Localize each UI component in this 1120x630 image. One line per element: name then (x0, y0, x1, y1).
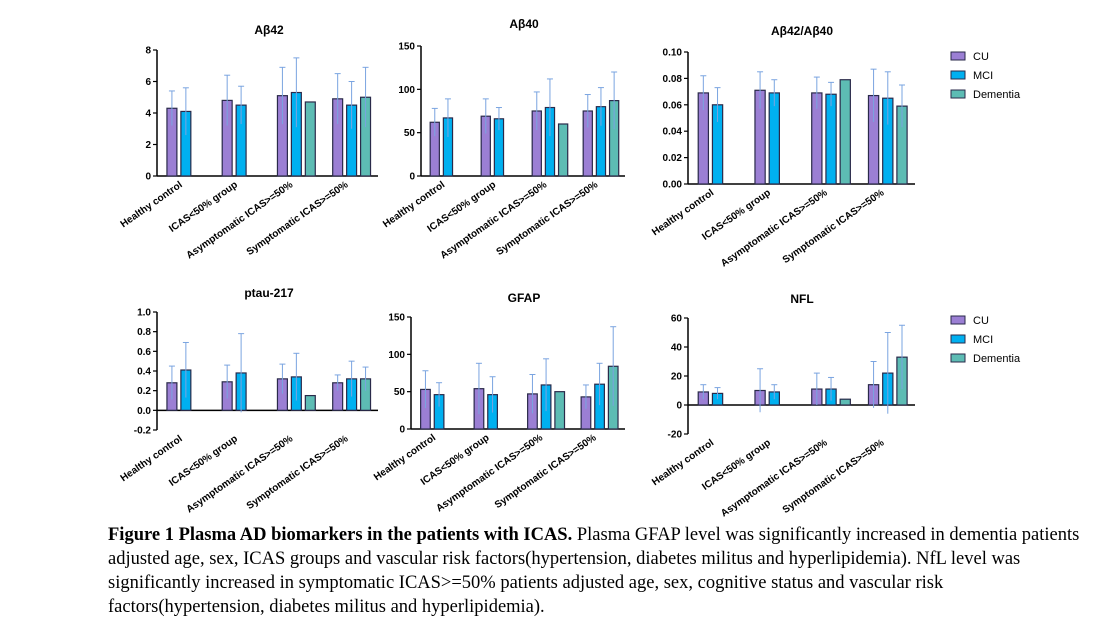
y-tick-label: 0 (409, 172, 415, 183)
bar (768, 92, 780, 185)
y-tick-label: 0.06 (663, 100, 683, 111)
y-tick-label: 0 (145, 172, 151, 183)
y-tick-label: -0.2 (134, 426, 152, 437)
category-label: Symptomatic ICAS>=50% (781, 437, 887, 516)
y-tick-label: 0.04 (663, 127, 683, 138)
legend-swatch (950, 70, 966, 80)
y-tick-label: 0 (399, 425, 405, 436)
y-tick-label: 1.0 (137, 308, 151, 319)
y-tick-label: 60 (671, 314, 683, 325)
y-tick-label: 0.8 (137, 327, 151, 338)
category-label: Asymptomatic ICAS>=50% (185, 433, 296, 515)
category-label: Asymptomatic ICAS>=50% (719, 437, 830, 519)
legend-label: CU (973, 51, 989, 63)
category-label: Symptomatic ICAS>=50% (495, 179, 601, 258)
category-label: Symptomatic ICAS>=50% (245, 179, 351, 258)
chart-title: Aβ42 (254, 23, 284, 37)
bar (557, 123, 569, 177)
chart-title: GFAP (508, 291, 541, 305)
caption-title: Figure 1 Plasma AD biomarkers in the pat… (108, 525, 573, 545)
y-tick-label: -20 (668, 430, 683, 441)
y-tick-label: 50 (404, 128, 416, 139)
legend-swatch (950, 315, 966, 325)
y-tick-label: 8 (145, 46, 151, 57)
chart-title: Aβ42/Aβ40 (771, 24, 833, 38)
y-tick-label: 0.2 (137, 386, 151, 397)
y-tick-label: 0.6 (137, 347, 151, 358)
bar (304, 394, 316, 411)
category-label: Symptomatic ICAS>=50% (493, 432, 599, 511)
y-tick-label: 100 (398, 85, 415, 96)
bar (839, 398, 851, 406)
bar (304, 101, 316, 177)
y-tick-label: 0.08 (663, 74, 683, 85)
category-label: Asymptomatic ICAS>=50% (434, 432, 545, 514)
y-tick-label: 0.10 (663, 48, 683, 59)
y-tick-label: 150 (398, 42, 415, 53)
legend-swatch (950, 353, 966, 363)
y-tick-label: 0.0 (137, 406, 151, 417)
legend-label: MCI (973, 70, 993, 82)
legend-swatch (950, 89, 966, 99)
y-tick-label: 50 (394, 387, 406, 398)
category-label: Asymptomatic ICAS>=50% (719, 187, 830, 269)
category-label: Symptomatic ICAS>=50% (245, 433, 351, 512)
bar (839, 79, 851, 185)
legend-swatch (950, 334, 966, 344)
figure-caption: Figure 1 Plasma AD biomarkers in the pat… (108, 523, 1098, 619)
legend-label: Dementia (973, 353, 1021, 365)
y-tick-label: 20 (671, 372, 683, 383)
y-tick-label: 40 (671, 343, 683, 354)
category-label: Symptomatic ICAS>=50% (781, 187, 887, 266)
legend-label: Dementia (973, 89, 1021, 101)
bar (825, 93, 837, 185)
y-tick-label: 100 (388, 350, 405, 361)
category-label: Asymptomatic ICAS>=50% (185, 179, 296, 261)
chart-title: Aβ40 (509, 17, 539, 31)
legend-label: MCI (973, 334, 993, 346)
y-tick-label: 6 (145, 77, 151, 88)
caption-body: Plasma GFAP level was significantly incr… (108, 525, 1080, 617)
chart-title: NFL (790, 292, 813, 306)
y-tick-label: 0.02 (663, 153, 683, 164)
bar (554, 391, 566, 430)
y-tick-label: 150 (388, 313, 405, 324)
legend-label: CU (973, 315, 989, 327)
y-tick-label: 0.00 (663, 180, 683, 191)
y-tick-label: 0 (676, 401, 682, 412)
figure-panels: Aβ42 0 2 4 6 8 Healthy control ICAS<50% group As… (119, 17, 1021, 519)
chart-title: ptau-217 (244, 286, 294, 300)
y-tick-label: 0.4 (137, 367, 151, 378)
y-tick-label: 4 (145, 109, 151, 120)
legend-swatch (950, 51, 966, 61)
y-tick-label: 2 (145, 140, 151, 151)
